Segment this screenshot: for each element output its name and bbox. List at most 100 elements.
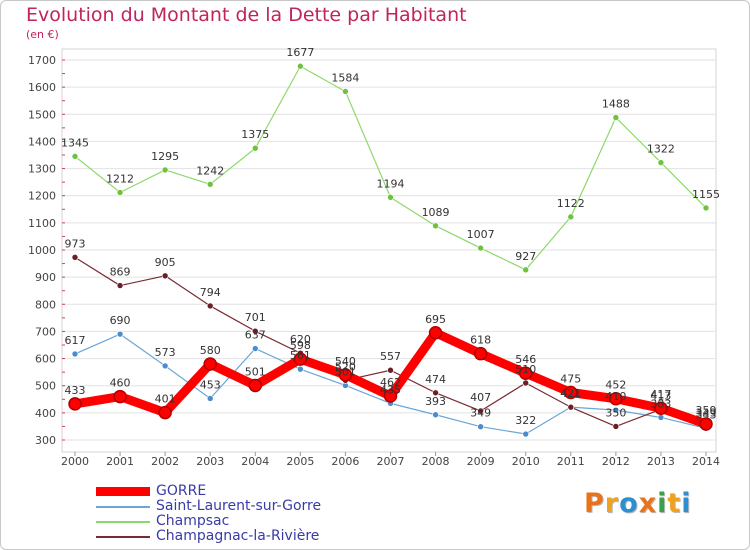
y-tick-label: 500 (35, 380, 56, 393)
data-point (699, 417, 713, 431)
data-point (522, 379, 530, 387)
data-label: 474 (425, 373, 446, 386)
y-tick-label: 900 (35, 271, 56, 284)
y-tick-label: 800 (35, 298, 56, 311)
data-label: 1488 (602, 98, 630, 111)
y-tick-label: 1200 (28, 190, 56, 203)
data-point (203, 357, 217, 371)
y-tick-label: 1100 (28, 217, 56, 230)
data-point (161, 362, 169, 370)
data-label: 1375 (241, 128, 269, 141)
data-point (612, 423, 620, 430)
legend-item: Saint-Laurent-sur-Gorre (96, 499, 321, 514)
data-label: 393 (425, 395, 446, 408)
legend-label: GORRE (156, 483, 207, 499)
data-point (654, 401, 668, 415)
data-point (71, 254, 79, 261)
x-tick-label: 2013 (647, 455, 675, 468)
x-tick-label: 2010 (512, 455, 540, 468)
data-label: 973 (65, 237, 86, 250)
y-tick-label: 1400 (28, 135, 56, 148)
data-label: 433 (65, 384, 86, 397)
logo-letter: P (584, 488, 605, 519)
x-tick-label: 2011 (557, 455, 585, 468)
data-label: 598 (290, 339, 311, 352)
x-tick-label: 2004 (241, 455, 269, 468)
data-point (432, 389, 439, 397)
data-label: 1322 (647, 143, 675, 156)
data-label: 501 (245, 365, 266, 378)
data-point (251, 144, 259, 152)
x-tick-label: 2001 (106, 455, 134, 468)
legend-swatch (96, 520, 150, 523)
data-label: 510 (515, 363, 536, 376)
data-point (206, 181, 214, 188)
data-point (477, 423, 484, 431)
data-point (612, 406, 620, 414)
logo-letter: i (681, 488, 692, 519)
data-label: 343 (696, 408, 717, 421)
data-label: 520 (335, 360, 356, 373)
x-tick-label: 2006 (331, 455, 359, 468)
data-point (251, 345, 259, 352)
data-label: 407 (470, 391, 491, 404)
data-label: 413 (650, 389, 671, 402)
data-point (564, 385, 578, 400)
data-point (251, 327, 259, 335)
data-label: 383 (650, 397, 671, 410)
data-point (657, 159, 665, 166)
data-label: 359 (696, 404, 717, 417)
logo-letter: x (638, 488, 658, 519)
data-label: 690 (110, 314, 131, 327)
data-label: 452 (605, 379, 626, 392)
data-label: 620 (290, 333, 311, 346)
data-label: 322 (515, 414, 536, 427)
data-point (206, 395, 214, 402)
data-label: 1122 (557, 197, 585, 210)
y-tick-label: 1700 (28, 54, 56, 67)
data-label: 1345 (61, 136, 89, 149)
data-label: 557 (380, 350, 401, 363)
data-point (206, 302, 214, 310)
data-point (161, 272, 169, 280)
y-unit-label: (en €) (26, 28, 59, 41)
data-point (387, 366, 394, 374)
legend-label: Champsac (156, 513, 230, 529)
data-point (612, 114, 620, 121)
data-point (71, 350, 79, 358)
chart-title: Evolution du Montant de la Dette par Hab… (26, 4, 467, 26)
data-label: 580 (200, 344, 221, 357)
data-point (702, 204, 710, 212)
data-label: 794 (200, 286, 221, 299)
y-tick-label: 700 (35, 325, 56, 338)
data-point (522, 266, 530, 274)
data-point (297, 62, 304, 70)
data-label: 453 (200, 378, 221, 391)
y-tick-label: 400 (35, 407, 56, 420)
data-label: 1212 (106, 172, 134, 185)
legend-item: Champsac (96, 514, 321, 529)
data-label: 1194 (377, 177, 405, 190)
data-label: 546 (515, 353, 536, 366)
data-label: 1242 (196, 164, 224, 177)
x-tick-label: 2014 (692, 455, 720, 468)
data-label: 401 (155, 393, 176, 406)
data-label: 573 (155, 346, 176, 359)
data-point (477, 407, 484, 415)
legend-label: Champagnac-la-Rivière (156, 528, 320, 544)
data-point (428, 326, 443, 340)
data-label: 349 (470, 407, 491, 420)
data-label: 869 (110, 266, 131, 279)
data-label: 617 (65, 334, 86, 347)
x-tick-label: 2002 (151, 455, 179, 468)
data-label: 618 (470, 334, 491, 347)
data-label: 540 (335, 355, 356, 368)
data-point (338, 368, 353, 382)
data-point (567, 403, 575, 411)
legend-label: Saint-Laurent-sur-Gorre (156, 498, 322, 514)
logo-letter: t (667, 488, 682, 519)
x-tick-label: 2009 (467, 455, 495, 468)
logo-letter: r (604, 488, 620, 519)
data-label: 1677 (286, 46, 314, 59)
